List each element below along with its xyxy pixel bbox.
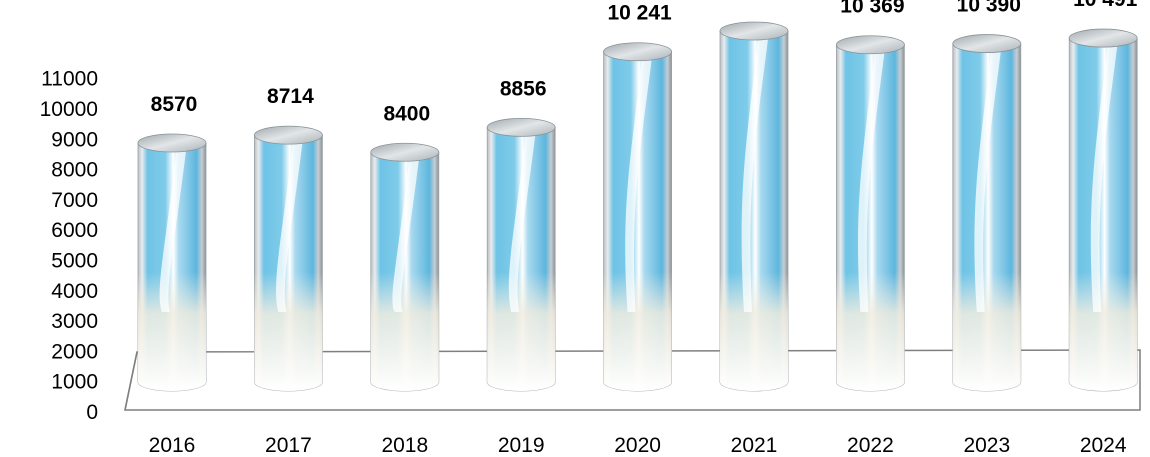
bar-top-cap	[719, 21, 789, 41]
bar-2019	[486, 117, 556, 392]
y-tick-label: 2000	[51, 340, 98, 363]
x-tick-label: 2021	[731, 434, 778, 457]
bar-highlight	[1090, 46, 1118, 313]
data-label: 8856	[500, 77, 547, 100]
y-tick-label: 10000	[40, 98, 98, 121]
x-tick-label: 2017	[265, 434, 312, 457]
data-label: 10 390	[957, 0, 1021, 17]
x-tick-label: 2022	[847, 434, 894, 457]
y-tick-label: 7000	[51, 189, 98, 212]
bar-top-cap	[137, 133, 207, 153]
x-tick-label: 2023	[963, 434, 1010, 457]
y-tick-label: 4000	[51, 280, 98, 303]
data-label: 10 621	[724, 0, 789, 4]
bar-top-cap	[836, 35, 905, 55]
x-tick-label: 2020	[614, 434, 661, 457]
y-tick-label: 0	[86, 401, 98, 424]
y-tick-label: 1000	[51, 371, 98, 394]
data-label: 8400	[383, 102, 430, 125]
bar-milk-splash	[370, 272, 439, 392]
bar-2021	[719, 21, 789, 392]
bar-2020	[603, 42, 672, 392]
data-label: 10 369	[840, 0, 904, 18]
x-axis: 2016 2017 2018 2019 2020 2021 2022 2023 2024	[149, 434, 1127, 457]
bar-2023	[952, 34, 1022, 392]
bar-milk-splash	[720, 272, 788, 391]
x-tick-label: 2024	[1080, 434, 1127, 457]
y-axis: 0 1000 2000 3000 4000 5000 6000 7000 8000 9000 100…	[40, 68, 98, 424]
y-tick-label: 5000	[51, 250, 98, 273]
bar-highlight	[974, 51, 1001, 313]
data-labels: 8570 8714 8400 8856 10 241 10 621 10 369 10 390…	[151, 0, 1138, 125]
bar-highlight	[625, 59, 652, 313]
bar-highlight	[159, 151, 186, 312]
bar-top-cap	[253, 125, 323, 145]
bar-2024	[1068, 28, 1138, 392]
bar-2018	[370, 142, 440, 392]
bar-top-cap	[603, 42, 672, 62]
x-tick-label: 2018	[381, 434, 428, 457]
bar-top-cap	[1068, 28, 1138, 48]
bar-milk-splash	[952, 272, 1021, 392]
data-label: 10 491	[1073, 0, 1138, 11]
data-label: 10 241	[607, 2, 672, 25]
bar-2016	[137, 133, 207, 392]
bar-milk-splash	[603, 272, 672, 392]
bar-top-cap	[486, 117, 556, 137]
bar-milk-splash	[254, 272, 323, 392]
data-label: 8570	[151, 93, 198, 116]
y-tick-label: 11000	[41, 68, 98, 91]
y-tick-label: 3000	[51, 310, 98, 333]
bar-2017	[253, 125, 323, 392]
bar-top-cap	[952, 34, 1022, 53]
x-tick-label: 2019	[498, 434, 545, 457]
bar-2022	[836, 35, 905, 392]
bar-highlight	[858, 52, 885, 313]
bar-milk-splash	[138, 272, 206, 391]
bar-highlight	[392, 160, 419, 312]
bar-top-cap	[370, 142, 440, 162]
y-tick-label: 6000	[51, 219, 98, 242]
bar-highlight	[508, 135, 536, 312]
y-tick-label: 9000	[51, 128, 98, 151]
bar-milk-splash	[487, 272, 556, 392]
bar-highlight	[741, 38, 768, 313]
bar-milk-splash	[836, 272, 905, 392]
x-tick-label: 2016	[149, 434, 196, 457]
bar-milk-splash	[1069, 272, 1138, 391]
bar-highlight	[276, 143, 303, 312]
bar-series	[137, 21, 1138, 392]
data-label: 8714	[267, 85, 314, 108]
y-tick-label: 8000	[51, 159, 98, 182]
